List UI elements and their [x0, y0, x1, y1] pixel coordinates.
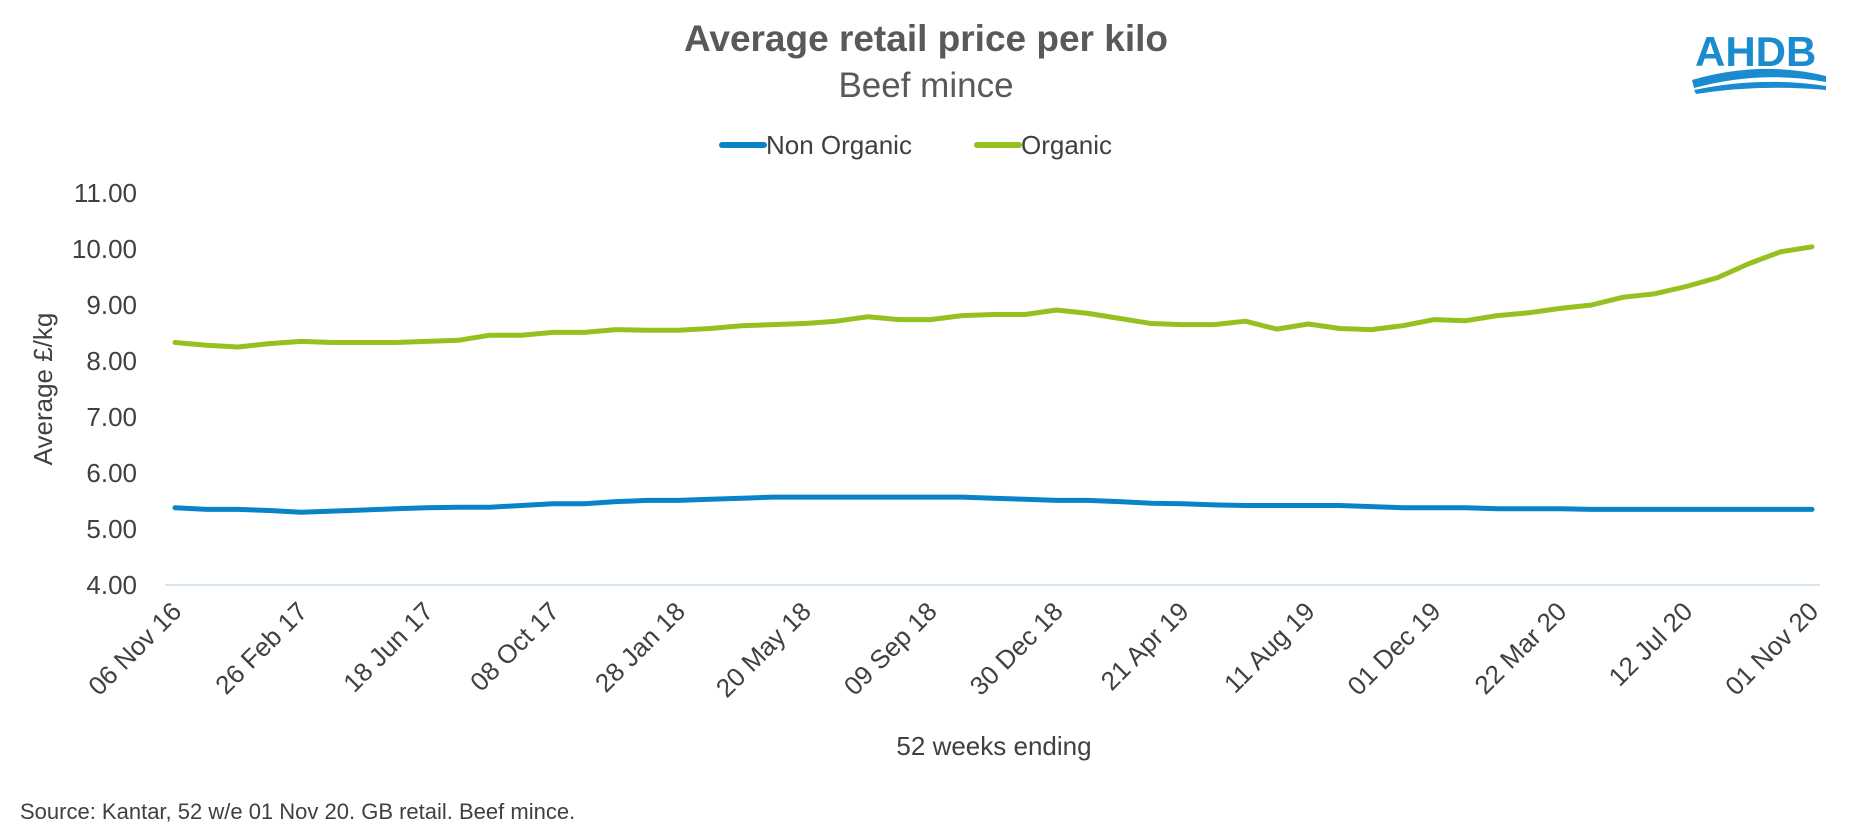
x-tick-label: 18 Jun 17 — [337, 596, 439, 698]
y-axis-title: Average £/kg — [28, 313, 58, 466]
y-tick-label: 8.00 — [86, 346, 137, 376]
x-axis-ticks: 06 Nov 16 26 Feb 17 18 Jun 17 08 Oct 17 28 J… — [82, 596, 1824, 703]
legend-label-non-organic: Non Organic — [766, 130, 912, 160]
x-tick-label: 06 Nov 16 — [82, 596, 187, 701]
x-tick-label: 20 May 18 — [710, 596, 817, 703]
x-tick-label: 21 Apr 19 — [1095, 596, 1195, 696]
series-line-non-organic — [172, 494, 1815, 515]
logo-wave-icon-2 — [1694, 81, 1826, 94]
x-tick-label: 12 Jul 20 — [1602, 596, 1698, 692]
x-axis-title: 52 weeks ending — [896, 731, 1091, 761]
y-tick-label: 11.00 — [74, 178, 137, 208]
x-tick-label: 28 Jan 18 — [589, 596, 691, 698]
x-tick-label: 30 Dec 18 — [964, 596, 1069, 701]
legend: Non Organic Organic — [719, 130, 1112, 160]
x-tick-label: 26 Feb 17 — [209, 596, 313, 700]
series-lines — [172, 244, 1815, 515]
y-tick-label: 7.00 — [86, 402, 137, 432]
logo-text: AHDB — [1695, 28, 1816, 75]
x-tick-label: 11 Aug 19 — [1218, 596, 1321, 699]
series-line-organic — [172, 244, 1815, 350]
x-tick-label: 09 Sep 18 — [838, 596, 943, 701]
x-tick-label: 08 Oct 17 — [464, 596, 565, 697]
source-note: Source: Kantar, 52 w/e 01 Nov 20. GB ret… — [20, 799, 575, 824]
x-tick-label: 01 Dec 19 — [1341, 596, 1446, 701]
y-axis-ticks: 11.00 10.00 9.00 8.00 7.00 6.00 5.00 4.00 — [72, 178, 137, 600]
x-tick-label: 01 Nov 20 — [1719, 596, 1824, 701]
y-tick-label: 9.00 — [86, 290, 137, 320]
logo-wave-icon — [1692, 68, 1826, 88]
x-tick-label: 22 Mar 20 — [1468, 596, 1572, 700]
y-tick-label: 4.00 — [86, 570, 137, 600]
ahdb-logo: AHDB — [1692, 28, 1826, 94]
y-tick-label: 6.00 — [86, 458, 137, 488]
y-tick-label: 10.00 — [72, 234, 137, 264]
legend-label-organic: Organic — [1021, 130, 1112, 160]
chart-title: Average retail price per kilo — [684, 18, 1168, 59]
y-tick-label: 5.00 — [86, 514, 137, 544]
chart-subtitle: Beef mince — [838, 66, 1013, 105]
